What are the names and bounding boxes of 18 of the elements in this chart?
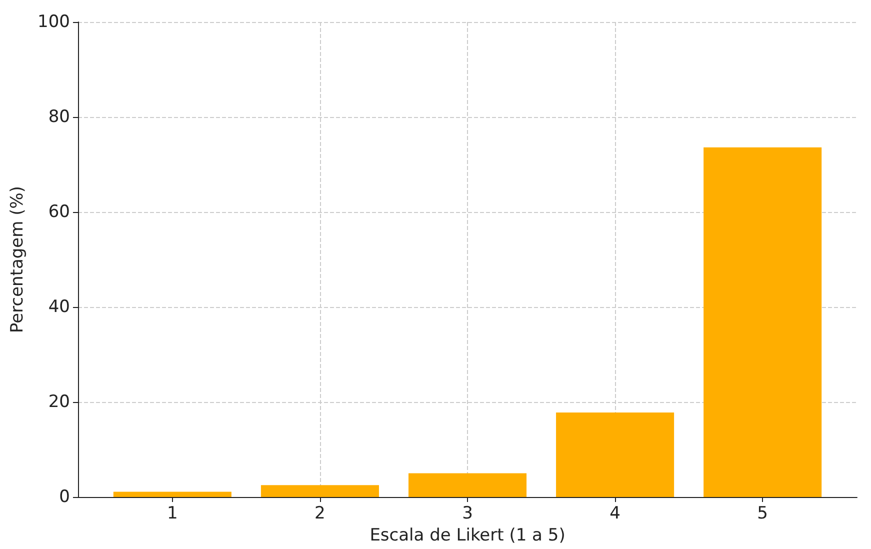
- x-tick-label: 4: [610, 504, 620, 524]
- y-tick-label: 80: [48, 107, 70, 127]
- bar: [408, 473, 527, 497]
- y-tick-label: 20: [48, 392, 70, 412]
- x-tick-label: 3: [462, 504, 473, 524]
- y-tick-label: 100: [38, 12, 70, 32]
- y-tick-label: 60: [48, 202, 70, 222]
- x-tick-label: 5: [757, 504, 768, 524]
- y-tick-label: 40: [48, 297, 70, 317]
- x-tick-label: 1: [167, 504, 178, 524]
- y-axis-title: Percentagem (%): [8, 186, 28, 334]
- x-axis-title: Escala de Likert (1 a 5): [370, 526, 566, 546]
- bar: [113, 492, 232, 497]
- bar: [260, 485, 379, 497]
- bar: [556, 412, 674, 497]
- bar: [704, 147, 822, 497]
- x-tick-label: 2: [314, 504, 326, 524]
- y-tick-label: 0: [59, 487, 70, 507]
